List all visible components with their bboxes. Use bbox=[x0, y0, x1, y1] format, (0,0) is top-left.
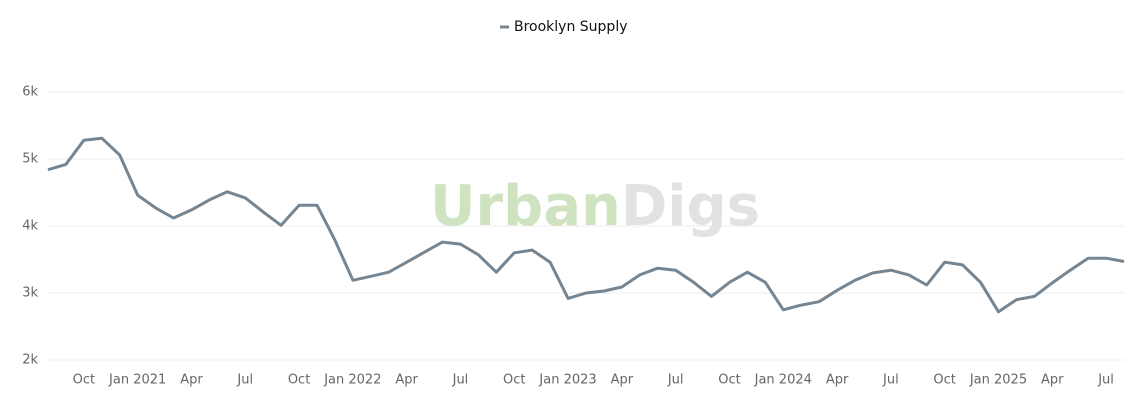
x-tick-label: Oct bbox=[288, 373, 310, 388]
grid bbox=[48, 91, 1124, 361]
x-tick-label: Oct bbox=[933, 373, 955, 388]
watermark-first: Urban bbox=[430, 174, 621, 239]
x-tick-label: Jan 2025 bbox=[969, 373, 1027, 388]
x-tick-label: Apr bbox=[826, 373, 849, 388]
x-tick-label: Jan 2022 bbox=[323, 373, 381, 388]
x-tick-label: Jul bbox=[452, 373, 469, 388]
y-tick-label: 5k bbox=[22, 152, 38, 167]
x-tick-label: Apr bbox=[395, 373, 418, 388]
x-tick-label: Apr bbox=[180, 373, 203, 388]
x-tick-label: Jul bbox=[236, 373, 253, 388]
x-tick-label: Oct bbox=[718, 373, 740, 388]
x-tick-label: Apr bbox=[611, 373, 634, 388]
x-tick-label: Jan 2024 bbox=[754, 373, 812, 388]
x-tick-label: Apr bbox=[1041, 373, 1064, 388]
y-tick-label: 6k bbox=[22, 85, 38, 100]
x-tick-label: Jul bbox=[1097, 373, 1114, 388]
watermark-second: Digs bbox=[621, 174, 760, 239]
x-tick-label: Oct bbox=[73, 373, 95, 388]
y-tick-label: 2k bbox=[22, 353, 38, 368]
x-tick-label: Oct bbox=[503, 373, 525, 388]
x-tick-label: Jul bbox=[667, 373, 684, 388]
y-tick-label: 4k bbox=[22, 219, 38, 234]
x-tick-label: Jan 2021 bbox=[108, 373, 166, 388]
x-tick-label: Jan 2023 bbox=[538, 373, 596, 388]
legend: Brooklyn Supply bbox=[514, 19, 628, 35]
y-tick-label: 3k bbox=[22, 286, 38, 301]
line-series bbox=[47, 136, 1125, 314]
watermark: UrbanDigs bbox=[430, 174, 760, 239]
x-tick-label: Jul bbox=[882, 373, 899, 388]
